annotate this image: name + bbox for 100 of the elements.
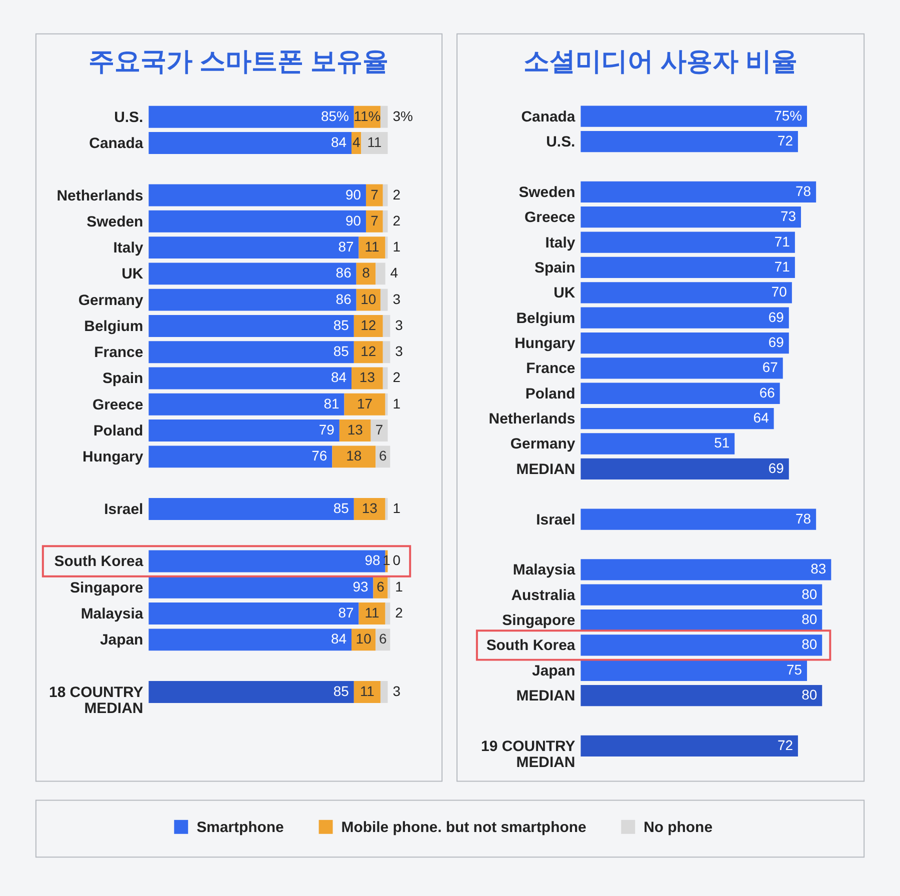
bar (580, 584, 822, 606)
data-label: 3 (392, 290, 401, 307)
y-tick-label: Singapore (70, 579, 144, 596)
y-tick-label: 19 COUNTRY MEDIAN (481, 738, 576, 771)
data-label: 69 (768, 334, 784, 350)
bar (148, 420, 340, 442)
data-label: 1 (382, 552, 391, 568)
y-tick-label: South Korea (486, 637, 576, 654)
bar (366, 210, 383, 232)
bar (148, 314, 354, 337)
data-label: 87 (338, 238, 354, 255)
data-label: 78 (796, 182, 812, 199)
data-label: 71 (774, 258, 790, 274)
bar (580, 433, 735, 454)
y-tick-label: Hungary (514, 335, 576, 352)
data-label: 80 (802, 636, 818, 652)
y-tick-label: Spain (534, 259, 576, 276)
data-label: 2 (395, 604, 404, 621)
data-label: 11 (364, 238, 380, 255)
data-label: 66 (759, 384, 776, 400)
data-label: 1 (392, 500, 401, 516)
data-label: 0 (392, 552, 401, 568)
bar (385, 602, 390, 625)
bar (580, 408, 774, 430)
bar (580, 181, 816, 202)
data-label: 13 (359, 369, 376, 386)
chart-title: 소셜미디어 사용자 비율 (523, 48, 798, 76)
data-label: 6 (376, 578, 385, 594)
data-label: 13 (347, 422, 364, 438)
y-tick-label: Belgium (516, 310, 576, 327)
data-label: 73 (780, 208, 796, 224)
bar (580, 106, 808, 127)
bar (580, 382, 780, 404)
bar (354, 341, 383, 364)
data-label: 11% (354, 108, 381, 124)
bar (580, 282, 792, 304)
data-label: 11 (367, 134, 382, 150)
data-label: 78 (796, 510, 812, 526)
legend-label: Mobile phone. but not smartphone (341, 818, 586, 836)
bar (382, 314, 390, 337)
bar (148, 550, 386, 572)
data-label: 2 (392, 369, 401, 386)
bar (388, 576, 390, 598)
y-tick-label: Malaysia (512, 562, 576, 579)
bar (148, 236, 359, 259)
bar (580, 332, 789, 354)
y-tick-label: Belgium (84, 318, 144, 335)
y-tick-label: Spain (102, 370, 144, 388)
bar (148, 132, 352, 154)
y-tick-label: MEDIAN (516, 688, 576, 705)
y-tick-label: Italy (545, 234, 576, 252)
bar (148, 210, 366, 232)
data-label: 85 (333, 343, 350, 360)
bar (148, 106, 354, 128)
data-label: 51 (714, 434, 730, 451)
bar (148, 680, 354, 703)
data-label: 75 (786, 661, 802, 678)
data-label: 17 (357, 395, 373, 412)
data-label: 18 (346, 448, 362, 464)
y-tick-label: Netherlands (488, 410, 576, 428)
data-label: 2 (392, 212, 401, 228)
bar (148, 288, 356, 311)
data-label: 7 (370, 186, 379, 202)
bar (361, 132, 388, 154)
data-label: 69 (768, 308, 784, 325)
bar (148, 576, 374, 598)
y-tick-label: Israel (536, 511, 576, 528)
y-tick-label: Poland (525, 385, 576, 402)
y-tick-label: Italy (113, 240, 144, 257)
data-label: 10 (356, 630, 372, 647)
data-label: 75% (774, 107, 802, 124)
bar (354, 498, 386, 520)
bar (580, 685, 822, 706)
data-label: 3 (392, 682, 401, 699)
data-label: 90 (345, 186, 362, 202)
bar (580, 559, 832, 580)
bar (580, 660, 808, 681)
y-tick-label: Greece (524, 209, 576, 226)
bar (358, 602, 386, 625)
bar (148, 446, 332, 468)
y-tick-label: Canada (89, 134, 144, 152)
y-tick-label: Hungary (82, 448, 144, 466)
data-label: 4 (352, 134, 360, 150)
bar (380, 106, 388, 128)
data-label: 86 (336, 290, 352, 307)
bar (148, 602, 359, 625)
data-label: 90 (345, 212, 362, 228)
data-label: 13 (362, 500, 378, 516)
bar (580, 458, 789, 480)
data-label: 1 (395, 578, 404, 594)
data-label: 3 (395, 316, 404, 333)
bar (382, 367, 388, 390)
data-label: 6 (379, 448, 388, 464)
bar (580, 256, 795, 278)
data-label: 87 (338, 604, 354, 621)
data-label: 7 (370, 212, 379, 228)
bar (332, 446, 376, 468)
data-label: 80 (802, 586, 818, 602)
bar (354, 680, 380, 703)
y-tick-label: UK (122, 266, 144, 283)
